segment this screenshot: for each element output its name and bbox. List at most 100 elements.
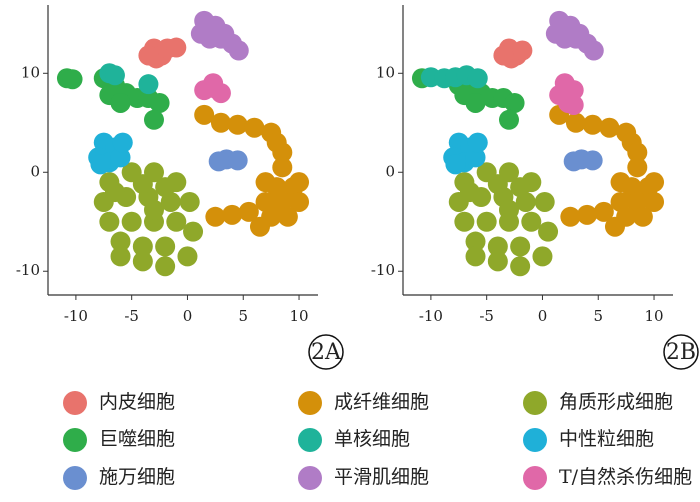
point (510, 177, 531, 198)
y-tick-label: 0 (385, 162, 395, 180)
point (177, 246, 198, 267)
point (465, 246, 486, 267)
legend-marker (523, 391, 547, 415)
point (563, 151, 584, 172)
legend-label: 单核细胞 (334, 428, 410, 450)
point (565, 28, 586, 49)
point (143, 199, 164, 220)
point (445, 154, 466, 175)
panel-label: 2B (666, 340, 696, 365)
point (104, 65, 125, 86)
point (132, 174, 153, 195)
point (228, 40, 249, 61)
point (222, 204, 243, 225)
legend-label: 内皮细胞 (99, 391, 175, 413)
legend-label: 中性粒细胞 (559, 428, 654, 450)
point (110, 147, 131, 168)
point (155, 177, 176, 198)
point (132, 236, 153, 257)
point (149, 92, 170, 113)
point (563, 94, 584, 115)
point (179, 191, 200, 212)
legend-marker (298, 391, 322, 415)
point (143, 109, 164, 130)
point (249, 216, 270, 237)
x-tick-label: -5 (479, 307, 494, 325)
point (560, 206, 581, 227)
point (277, 206, 298, 227)
point (289, 172, 310, 193)
point (155, 236, 176, 257)
point (166, 37, 187, 58)
point (121, 211, 142, 232)
point (138, 45, 159, 66)
y-tick-label: -10 (16, 261, 40, 279)
point (90, 154, 111, 175)
point (132, 251, 153, 272)
point (289, 191, 310, 212)
legend-marker (63, 391, 87, 415)
point (138, 74, 159, 95)
point (112, 132, 133, 153)
point (644, 172, 665, 193)
legend-marker (63, 466, 87, 490)
point (504, 92, 525, 113)
point (583, 40, 604, 61)
legend-label: 角质形成细胞 (559, 391, 673, 413)
point (194, 104, 215, 125)
point (534, 191, 555, 212)
point (183, 221, 204, 242)
point (467, 68, 488, 89)
legend-marker (298, 428, 322, 452)
point (627, 142, 648, 163)
x-tick-label: 10 (644, 307, 663, 325)
point (565, 112, 586, 133)
y-tick-label: 10 (21, 63, 40, 81)
legend-label: 巨噬细胞 (99, 428, 175, 450)
point (205, 206, 226, 227)
x-tick-label: 10 (289, 307, 308, 325)
point (272, 157, 293, 178)
point (604, 216, 625, 237)
x-tick-label: -10 (419, 307, 443, 325)
point (627, 157, 648, 178)
legend-label: 施万细胞 (99, 466, 175, 488)
point (510, 236, 531, 257)
point (510, 256, 531, 277)
point (467, 132, 488, 153)
point (459, 182, 480, 203)
y-tick-label: 10 (376, 63, 395, 81)
legend-label: 平滑肌细胞 (334, 466, 429, 488)
point (210, 28, 231, 49)
y-tick-label: 0 (30, 162, 40, 180)
point (487, 251, 508, 272)
x-tick-label: 5 (593, 307, 603, 325)
point (599, 117, 620, 138)
point (644, 191, 665, 212)
point (582, 150, 603, 171)
x-tick-label: -5 (124, 307, 139, 325)
point (104, 182, 125, 203)
point (487, 174, 508, 195)
point (272, 142, 293, 163)
point (155, 256, 176, 277)
point (110, 92, 131, 113)
panel-label-ring (663, 334, 699, 370)
legend-marker (298, 466, 322, 490)
point (465, 231, 486, 252)
panel-label: 2A (311, 340, 342, 365)
y-tick-label: -10 (371, 261, 395, 279)
point (538, 221, 559, 242)
point (487, 236, 508, 257)
x-tick-label: -10 (64, 307, 88, 325)
point (493, 45, 514, 66)
point (166, 211, 187, 232)
point (208, 151, 229, 172)
legend-label: 成纤维细胞 (334, 391, 429, 413)
point (577, 204, 598, 225)
point (465, 92, 486, 113)
point (476, 211, 497, 232)
point (512, 40, 533, 61)
x-tick-label: 5 (238, 307, 248, 325)
